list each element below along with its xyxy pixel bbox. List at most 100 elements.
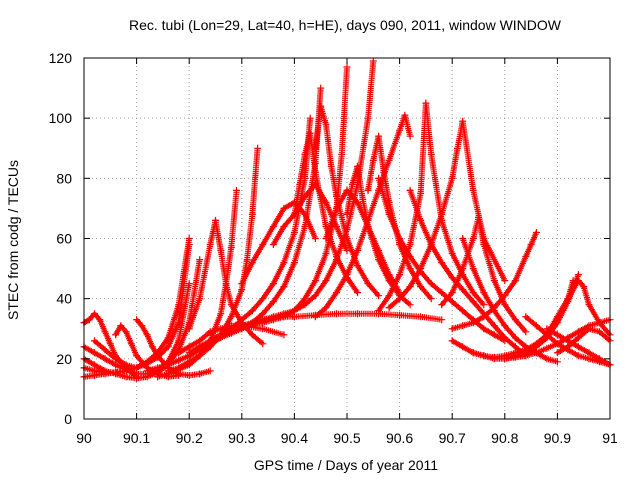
data-point [596,328,603,336]
data-point [122,373,130,381]
data-point [585,355,593,363]
data-point [396,271,404,279]
data-point [354,247,361,254]
data-point [133,316,141,324]
data-point [354,198,361,206]
data-point [501,355,509,363]
data-point [448,250,456,257]
data-point [532,349,540,357]
data-point [269,280,277,288]
data-point [122,328,130,336]
data-point [448,174,456,182]
data-point [427,150,435,158]
data-point [585,325,593,333]
data-point [375,292,383,300]
data-point [364,186,372,194]
data-point [164,343,172,351]
series-24 [406,186,530,360]
x-tick-labels: 90 90.1 90.2 90.3 90.4 90.5 90.6 90.7 90.8 90.9 91 [76,430,618,446]
data-point [511,343,519,351]
x-tick-label: 90.9 [544,430,571,446]
data-point [248,320,256,328]
data-point [133,364,141,372]
data-point [217,247,225,254]
x-tick-label: 91 [602,430,618,446]
data-point [369,57,377,65]
data-point [322,223,330,230]
data-point [480,241,488,248]
y-tick-label: 120 [49,50,73,66]
data-point [364,223,372,230]
y-axis-label: STEC from codg / TECUs [5,160,21,320]
data-point [396,289,404,297]
data-point [375,310,383,318]
data-point [269,298,277,306]
data-point [238,286,246,294]
data-point [553,340,561,348]
data-point [438,259,446,267]
data-point [501,292,509,300]
data-point [375,174,383,182]
data-point [385,304,393,312]
series-25 [438,213,530,336]
x-tick-label: 90.6 [386,430,413,446]
data-point [343,186,351,194]
data-point [96,316,104,324]
data-point [311,277,319,285]
data-point [185,352,193,360]
data-point [338,150,346,158]
y-tick-label: 20 [56,351,72,367]
data-point [322,250,330,257]
data-point [206,367,214,375]
data-point [348,180,356,188]
data-point [480,352,488,360]
data-point [248,210,256,218]
data-point [532,343,540,351]
data-point [375,132,383,140]
data-point [469,289,477,297]
data-point [185,325,193,333]
chart-title: Rec. tubi (Lon=29, Lat=40, h=HE), days 0… [129,17,562,33]
data-point [532,229,540,236]
series-31-trace [533,277,612,350]
data-point [101,328,109,336]
data-point [564,295,572,303]
data-point [438,289,446,297]
data-point [333,192,340,200]
data-point [227,244,235,251]
data-point [117,322,125,330]
data-point [543,325,551,333]
data-point [438,301,446,309]
x-axis-label: GPS time / Days of year 2011 [254,457,438,473]
data-point [438,210,446,218]
data-point [154,373,162,381]
x-tick-label: 90.1 [123,430,150,446]
data-point [91,349,98,357]
data-point [543,355,551,363]
data-point [196,256,204,264]
data-point [459,235,467,242]
data-point [427,295,435,303]
data-point [469,186,477,194]
data-point [417,189,425,197]
series-40 [91,337,141,372]
data-point [406,132,414,140]
data-point [317,84,325,92]
data-point [133,352,141,360]
data-point [185,280,193,288]
data-point [406,301,414,309]
data-point [301,150,309,158]
data-point [322,304,330,312]
series-39 [322,186,404,297]
data-point [259,241,267,248]
data-point [290,229,298,236]
data-point [596,355,603,363]
data-point [417,216,425,224]
data-point [417,283,425,291]
series-31 [532,277,614,351]
data-point [238,325,246,333]
series-35 [143,313,298,375]
data-point [375,247,383,254]
data-point [333,310,340,318]
